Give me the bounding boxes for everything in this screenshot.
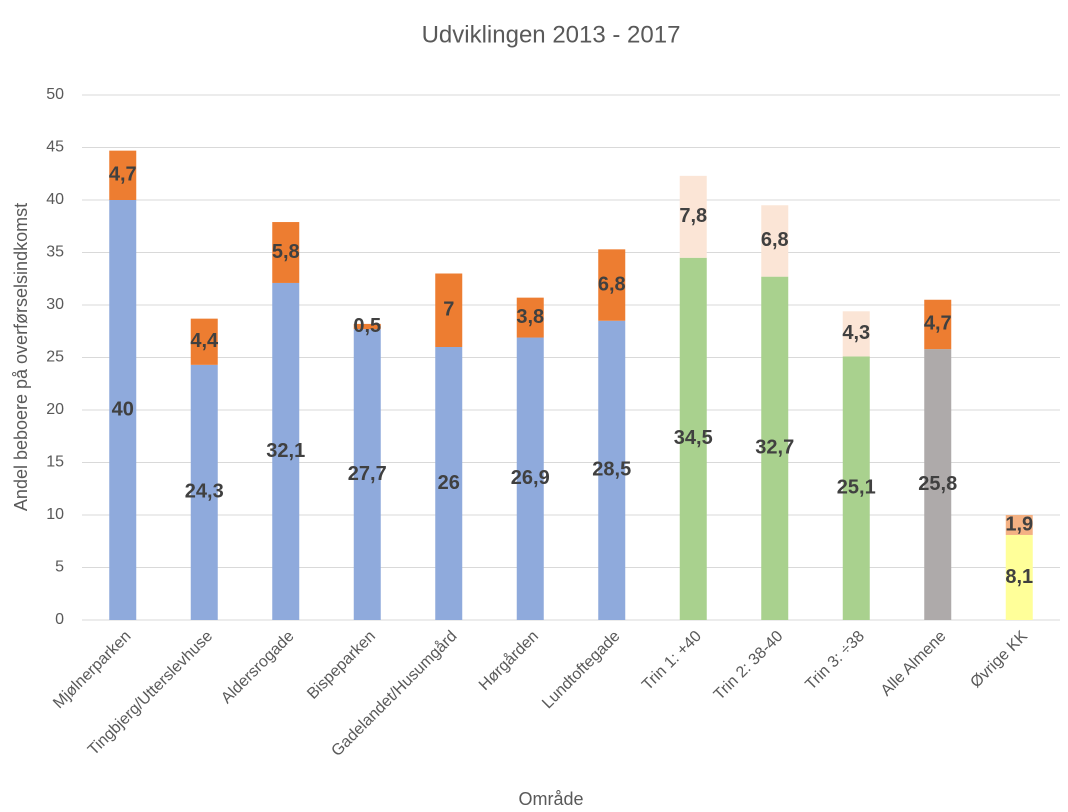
data-label: 4,3: [842, 322, 870, 344]
data-label: 26: [438, 472, 460, 494]
data-label: 4,7: [924, 313, 952, 335]
bar-segment: [842, 356, 870, 620]
bar-segment: [679, 257, 707, 620]
bar-segment: [109, 150, 137, 200]
data-label: 6,8: [761, 229, 789, 251]
data-label: 4,4: [190, 330, 219, 352]
bar-segment: [924, 349, 952, 620]
bar-segment: [109, 200, 137, 620]
data-label: 27,7: [348, 463, 387, 485]
data-label: 4,7: [109, 164, 137, 186]
bar-segment: [272, 282, 300, 620]
data-label: 32,7: [755, 437, 794, 459]
bar-segment: [1005, 515, 1033, 535]
bar-segment: [190, 364, 218, 620]
bar-segment: [761, 276, 789, 620]
bar-segment: [516, 337, 544, 620]
data-label: 32,1: [266, 440, 305, 462]
bar-segment: [598, 249, 626, 321]
y-tick-label: 45: [46, 139, 64, 156]
data-label: 26,9: [511, 467, 550, 489]
chart-title: Udviklingen 2013 - 2017: [422, 21, 681, 48]
bar-segment: [435, 273, 463, 347]
bar-segment: [516, 297, 544, 338]
y-tick-label: 50: [46, 86, 64, 103]
x-tick-label: Trin 3: ÷38: [802, 628, 868, 694]
data-label: 0,5: [353, 315, 381, 337]
bar-segment: [761, 205, 789, 277]
y-tick-label: 0: [55, 611, 64, 628]
bar-segment: [353, 323, 381, 330]
x-axis-label: Område: [518, 789, 583, 809]
bar-segment: [272, 222, 300, 283]
data-label: 24,3: [185, 481, 224, 503]
data-label: 7,8: [679, 205, 707, 227]
y-tick-label: 25: [46, 349, 64, 366]
data-label: 8,1: [1005, 566, 1033, 588]
data-label: 40: [112, 398, 134, 420]
data-label: 1,9: [1005, 513, 1033, 535]
data-label: 6,8: [598, 273, 626, 295]
x-tick-label: Aldersrogade: [218, 628, 297, 707]
bar-segment: [598, 320, 626, 620]
data-label: 25,8: [918, 473, 957, 495]
data-label: 3,8: [516, 306, 544, 328]
y-tick-label: 30: [46, 296, 64, 313]
y-tick-label: 5: [55, 559, 64, 576]
y-tick-label: 10: [46, 506, 64, 523]
y-tick-label: 35: [46, 244, 64, 261]
x-tick-label: Bispeparken: [304, 628, 379, 703]
x-tick-label: Lundtoftegade: [539, 628, 623, 712]
bar-segment: [842, 311, 870, 357]
x-tick-label: Mjølnerparken: [50, 628, 134, 712]
x-tick-label: Trin 2: 38-40: [711, 628, 787, 704]
data-label: 5,8: [272, 241, 300, 263]
bar-segment: [924, 299, 952, 350]
bar-segment: [1005, 534, 1033, 620]
bar-segment: [190, 318, 218, 365]
data-label: 7: [443, 299, 454, 321]
y-tick-label: 40: [46, 191, 64, 208]
bar-segment: [353, 329, 381, 620]
data-label: 25,1: [837, 477, 876, 499]
data-label: 34,5: [674, 427, 713, 449]
y-tick-label: 20: [46, 401, 64, 418]
bar-segment: [435, 347, 463, 620]
y-tick-label: 15: [46, 454, 64, 471]
y-axis-label: Andel beboere på overførselsindkomst: [11, 203, 31, 511]
x-tick-label: Alle Almene: [878, 628, 950, 700]
x-tick-label: Hørgården: [475, 627, 542, 694]
x-tick-label: Øvrige KK: [967, 628, 1031, 692]
data-label: 28,5: [592, 459, 631, 481]
x-tick-label: Trin 1: +40: [639, 628, 705, 694]
bar-segment: [679, 175, 707, 258]
